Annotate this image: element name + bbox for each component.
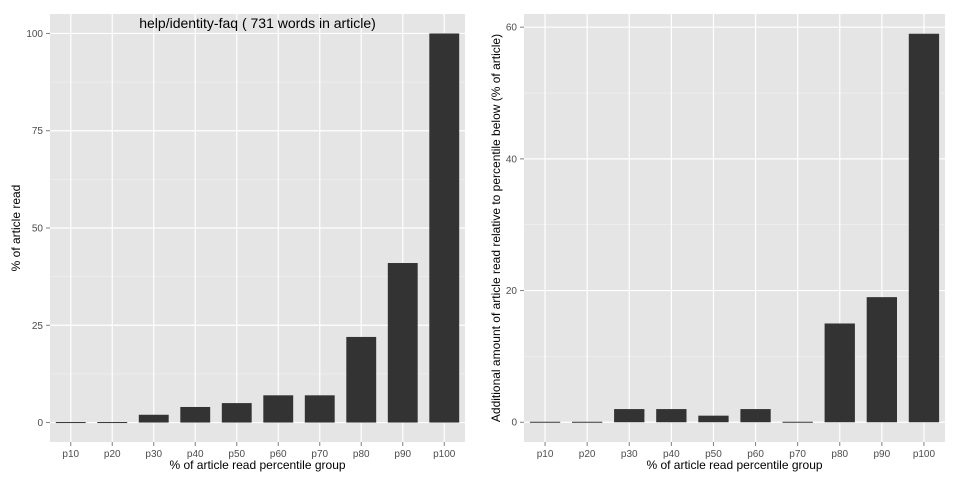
chart-title: help/identity-faq ( 731 words in article… bbox=[139, 15, 376, 31]
bar-p50 bbox=[221, 403, 252, 423]
bar-p60 bbox=[740, 409, 771, 423]
x-tick-label-p100: p100 bbox=[913, 449, 936, 460]
bar-p60 bbox=[263, 395, 294, 423]
bar-p90 bbox=[866, 297, 898, 423]
bar-p40 bbox=[180, 406, 211, 423]
y-tick-label: 20 bbox=[506, 286, 518, 297]
x-tick-label-p100: p100 bbox=[433, 449, 456, 460]
bar-p100 bbox=[429, 33, 460, 423]
y-tick-label: 0 bbox=[37, 418, 43, 429]
y-tick-label: 60 bbox=[506, 23, 518, 34]
bar-p80 bbox=[346, 336, 377, 423]
y-axis-title: % of article read bbox=[9, 185, 23, 272]
x-tick-label-p30: p30 bbox=[621, 449, 638, 460]
x-tick-label-p80: p80 bbox=[831, 449, 848, 460]
x-axis-title: % of article read percentile group bbox=[169, 458, 345, 472]
y-axis-title: Additional amount of article read relati… bbox=[489, 34, 503, 422]
x-axis-title: % of article read percentile group bbox=[646, 458, 822, 472]
bar-p100 bbox=[908, 33, 940, 423]
x-tick-label-p20: p20 bbox=[104, 449, 121, 460]
x-tick-label-p40: p40 bbox=[663, 449, 680, 460]
bar-p40 bbox=[656, 409, 687, 423]
x-tick-label-p40: p40 bbox=[187, 449, 204, 460]
x-tick-label-p10: p10 bbox=[537, 449, 554, 460]
bar-p70 bbox=[782, 421, 813, 423]
chart-panel-2: 0 20 40 60 p10 p20 p30 p40 p50 p60 p70 p80 p90 p100 % … bbox=[489, 14, 945, 472]
x-tick-label-p70: p70 bbox=[789, 449, 806, 460]
bar-p50 bbox=[698, 415, 729, 423]
x-tick-label-p30: p30 bbox=[145, 449, 162, 460]
x-tick-label-p70: p70 bbox=[311, 449, 328, 460]
x-tick-label-p80: p80 bbox=[353, 449, 370, 460]
x-tick-label-p20: p20 bbox=[579, 449, 596, 460]
x-tick-label-p90: p90 bbox=[394, 449, 411, 460]
x-tick-label-p50: p50 bbox=[228, 449, 245, 460]
bar-p30 bbox=[138, 414, 169, 423]
y-tick-label: 100 bbox=[26, 29, 43, 40]
y-tick-label: 0 bbox=[511, 418, 517, 429]
bar-p70 bbox=[304, 395, 335, 423]
chart-panel-1: 0 25 50 75 100 p10 p20 p30 p40 p50 p60 p70 p80 p90 p10… bbox=[9, 14, 465, 472]
x-tick-label-p50: p50 bbox=[705, 449, 722, 460]
bar-p10 bbox=[55, 422, 86, 424]
y-tick-label: 25 bbox=[32, 321, 44, 332]
bar-p30 bbox=[614, 409, 645, 423]
x-tick-label-p10: p10 bbox=[62, 449, 79, 460]
y-tick-label: 40 bbox=[506, 154, 518, 165]
y-tick-label: 50 bbox=[32, 224, 44, 235]
bar-p80 bbox=[824, 323, 855, 423]
bar-p20 bbox=[571, 421, 603, 423]
bar-p20 bbox=[97, 422, 128, 424]
x-tick-label-p60: p60 bbox=[270, 449, 287, 460]
bar-p10 bbox=[529, 421, 561, 423]
bar-p90 bbox=[387, 263, 418, 423]
y-tick-label: 75 bbox=[32, 126, 44, 137]
x-tick-label-p90: p90 bbox=[874, 449, 891, 460]
x-tick-label-p60: p60 bbox=[747, 449, 764, 460]
